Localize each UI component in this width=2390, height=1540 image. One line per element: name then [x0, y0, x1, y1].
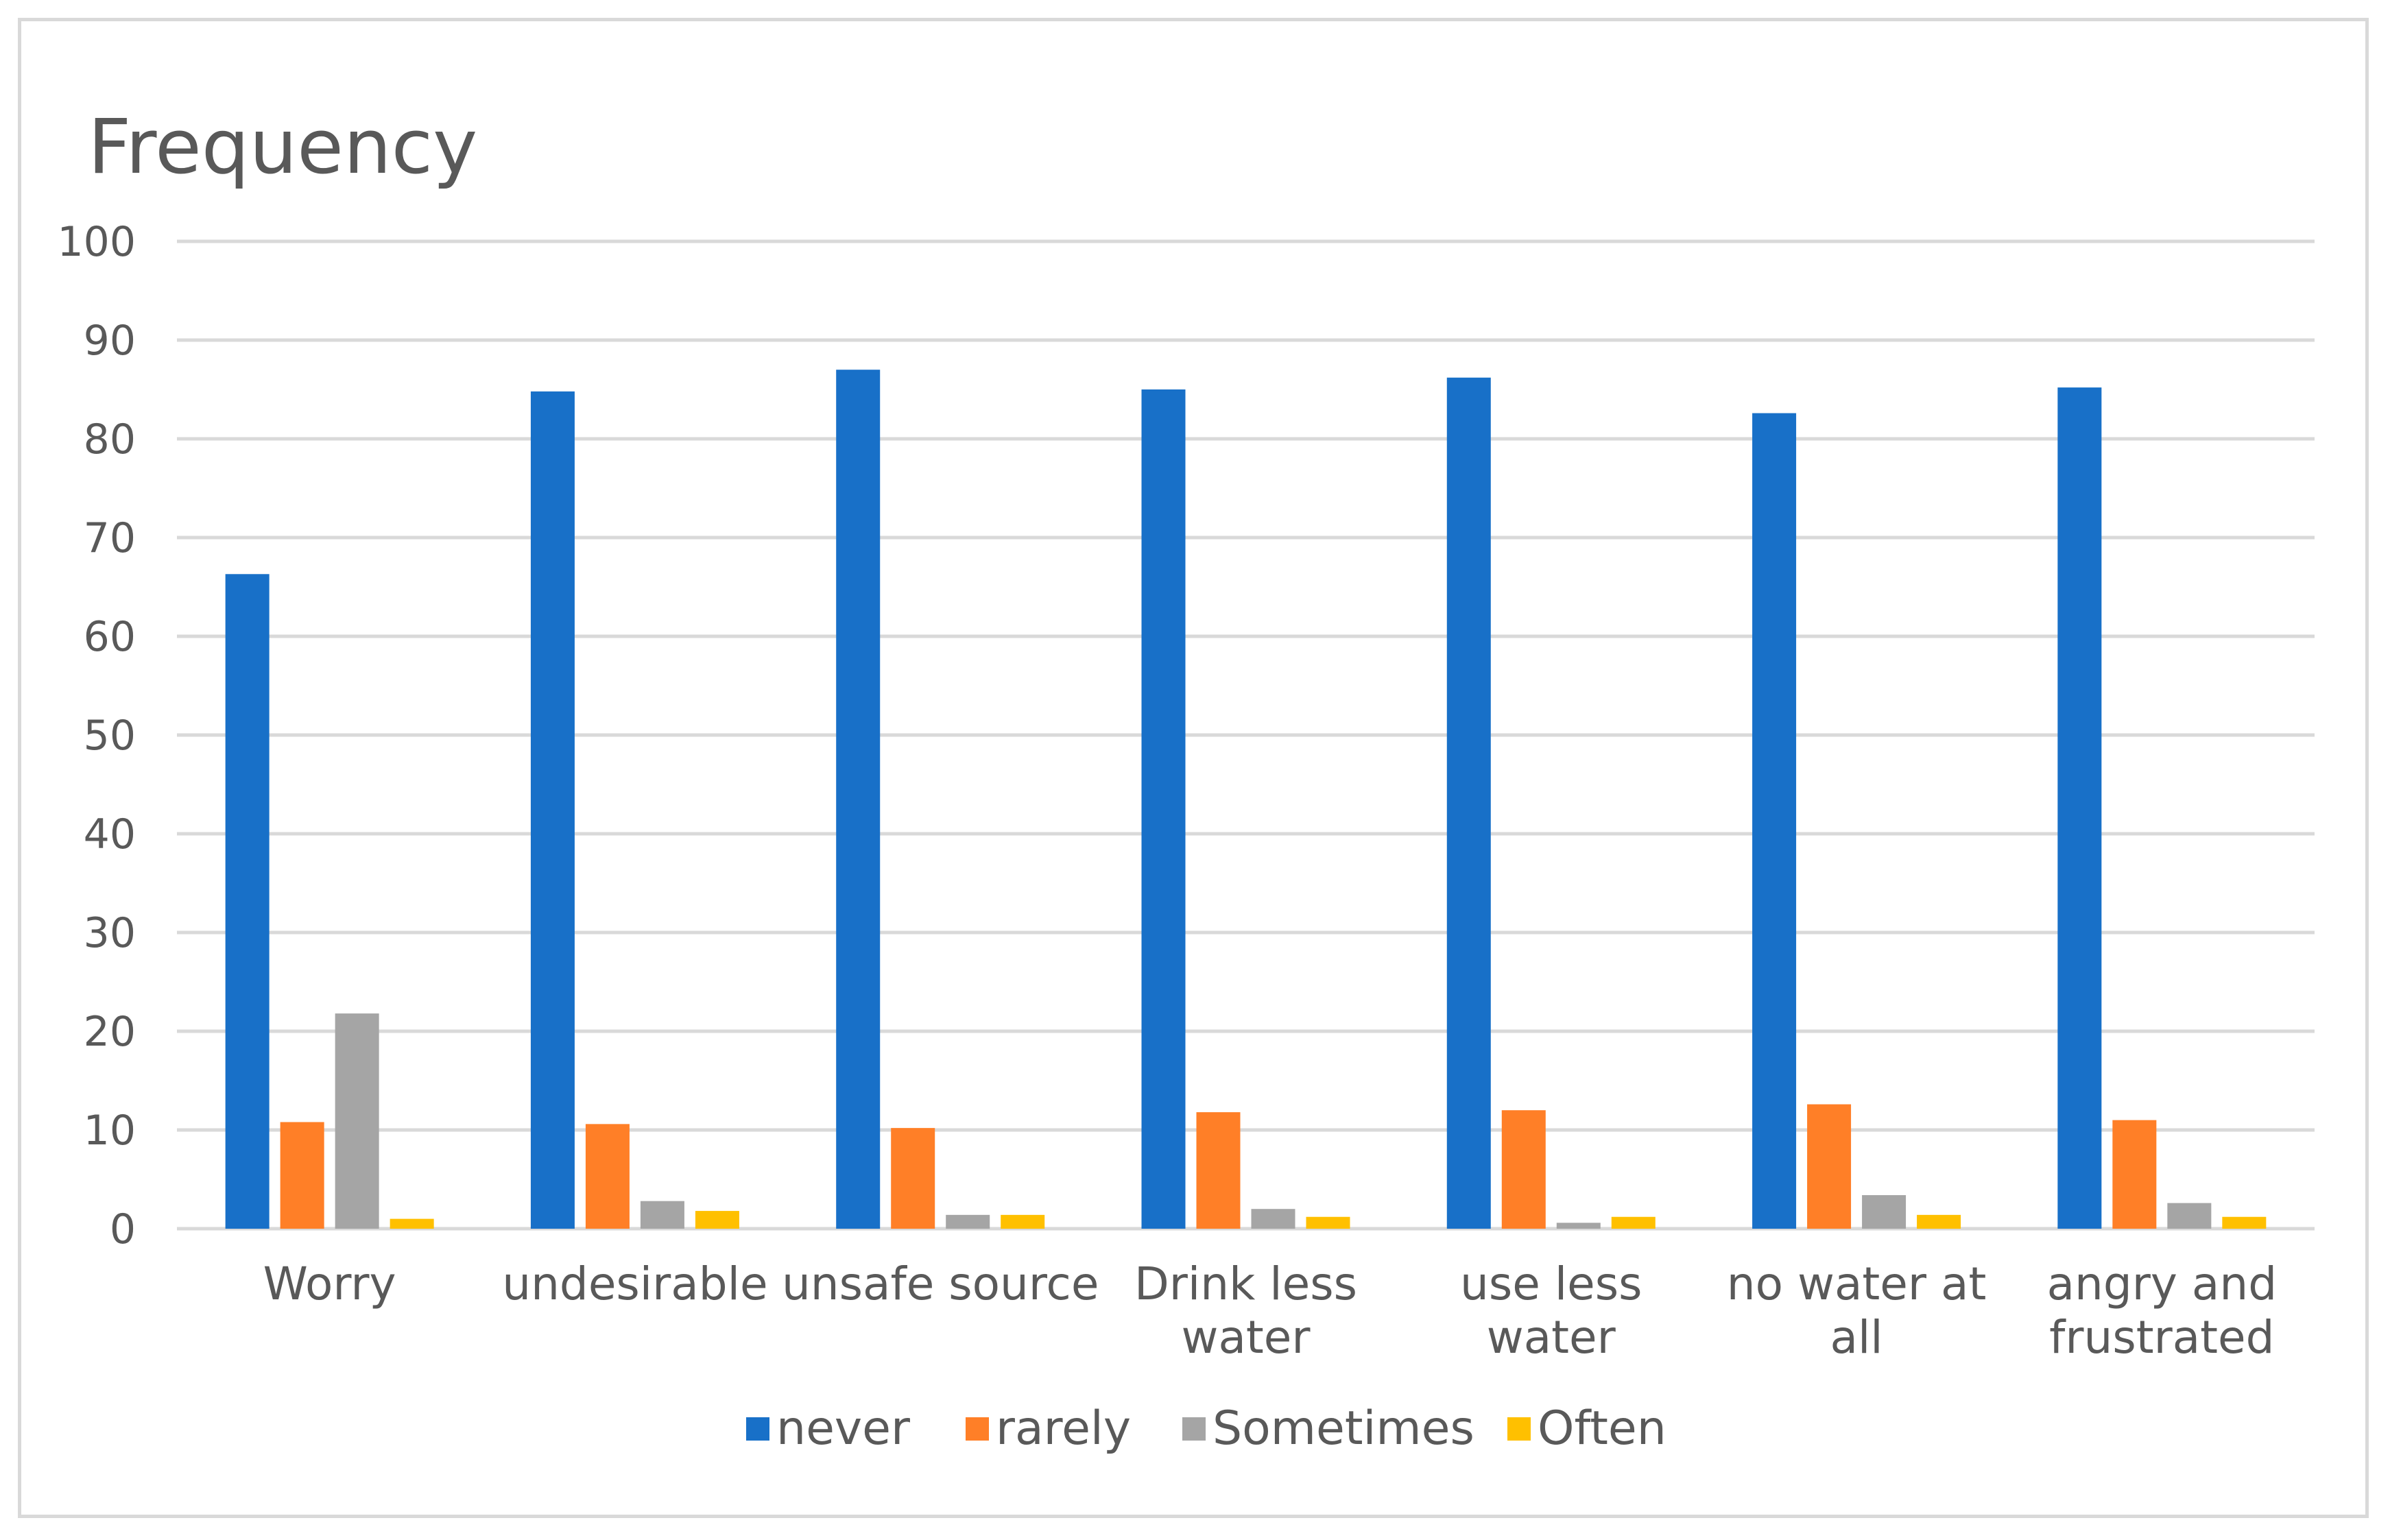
x-tick-label: Worry — [263, 1258, 396, 1310]
y-tick-label: 60 — [84, 613, 136, 661]
chart-frame — [18, 18, 2369, 1518]
x-tick-label: no water at — [1727, 1258, 1987, 1310]
y-tick-label: 50 — [84, 712, 136, 760]
bar-sometimes-6 — [2167, 1203, 2212, 1229]
legend-label-sometimes: Sometimes — [1212, 1401, 1474, 1456]
bar-rarely-4 — [1501, 1110, 1546, 1229]
y-tick-label: 0 — [110, 1205, 136, 1253]
legend: never rarely Sometimes Often — [746, 1401, 1666, 1456]
legend-label-often: Often — [1538, 1401, 1666, 1456]
bar-rarely-5 — [1807, 1104, 1852, 1229]
x-tick-label: all — [1830, 1311, 1883, 1364]
x-tick-label: use less — [1460, 1258, 1642, 1310]
bar-often-2 — [1001, 1214, 1045, 1229]
bar-rarely-1 — [585, 1124, 630, 1229]
x-tick-label: frustrated — [2049, 1311, 2274, 1364]
x-tick-label: Drink less — [1134, 1258, 1357, 1310]
bar-never-4 — [1446, 377, 1491, 1229]
chart-title: Frequency — [88, 103, 477, 191]
x-tick-label: unsafe source — [782, 1258, 1099, 1310]
bar-rarely-0 — [280, 1122, 324, 1229]
y-tick-label: 20 — [84, 1008, 136, 1056]
bar-never-6 — [2057, 387, 2102, 1229]
bar-sometimes-1 — [640, 1201, 684, 1229]
legend-swatch-rarely — [966, 1417, 989, 1441]
bar-sometimes-3 — [1251, 1209, 1295, 1229]
x-axis-ticks: Worry undesirable unsafe source Drink lessw… — [263, 1258, 2277, 1364]
x-tick-label: water — [1181, 1311, 1311, 1364]
bar-sometimes-2 — [946, 1214, 990, 1229]
y-tick-label: 40 — [84, 810, 136, 858]
y-tick-label: 100 — [57, 218, 136, 266]
bar-sometimes-5 — [1862, 1195, 1907, 1229]
y-axis-ticks: 0 10 20 30 40 50 60 70 80 90 100 — [57, 218, 136, 1253]
x-tick-label: water — [1487, 1311, 1616, 1364]
bar-never-5 — [1752, 413, 1797, 1229]
bar-never-3 — [1141, 389, 1186, 1229]
y-tick-label: 80 — [84, 416, 136, 464]
legend-swatch-never — [746, 1417, 769, 1441]
bar-sometimes-4 — [1556, 1223, 1601, 1229]
bar-often-5 — [1917, 1214, 1961, 1229]
y-tick-label: 90 — [84, 317, 136, 365]
y-tick-label: 70 — [84, 514, 136, 562]
legend-label-rarely: rarely — [996, 1401, 1131, 1456]
bar-never-2 — [836, 370, 881, 1229]
bar-often-0 — [390, 1218, 434, 1229]
bar-often-4 — [1611, 1216, 1656, 1229]
bar-rarely-6 — [2112, 1120, 2157, 1229]
bar-sometimes-0 — [335, 1013, 379, 1229]
bar-rarely-3 — [1196, 1112, 1241, 1229]
x-tick-label: angry and — [2047, 1258, 2278, 1310]
legend-swatch-often — [1507, 1417, 1531, 1441]
bars — [225, 370, 2267, 1229]
x-tick-label: undesirable — [502, 1258, 767, 1310]
y-tick-label: 30 — [84, 909, 136, 957]
bar-often-1 — [695, 1211, 739, 1229]
bar-often-6 — [2222, 1216, 2267, 1229]
legend-swatch-sometimes — [1182, 1417, 1206, 1441]
bar-never-0 — [225, 574, 270, 1229]
gridlines — [177, 239, 2315, 1231]
bar-rarely-2 — [891, 1128, 935, 1229]
legend-label-never: never — [776, 1401, 910, 1456]
bar-often-3 — [1306, 1216, 1350, 1229]
bar-never-1 — [530, 391, 575, 1229]
y-tick-label: 10 — [84, 1107, 136, 1155]
